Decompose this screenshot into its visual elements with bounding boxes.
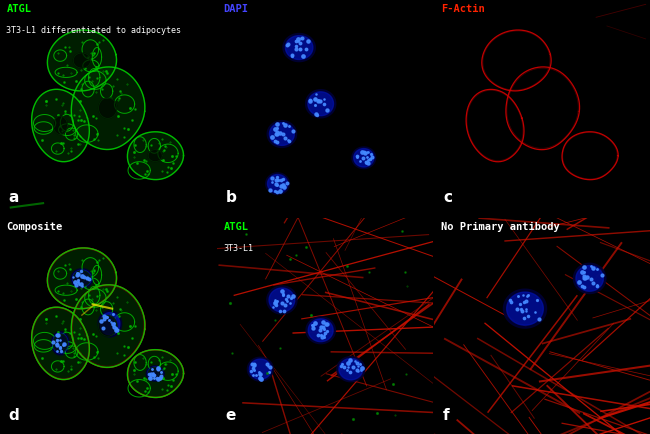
Polygon shape — [573, 263, 606, 293]
Polygon shape — [47, 248, 116, 309]
Polygon shape — [285, 36, 313, 59]
Text: d: d — [8, 408, 20, 423]
Polygon shape — [250, 359, 271, 379]
Text: c: c — [443, 191, 452, 205]
Text: e: e — [226, 408, 236, 423]
Polygon shape — [127, 350, 183, 398]
Text: Composite: Composite — [6, 222, 62, 232]
Text: ATGL: ATGL — [6, 4, 31, 14]
Polygon shape — [267, 121, 296, 148]
Polygon shape — [354, 148, 374, 167]
Text: No Primary antibody: No Primary antibody — [441, 222, 560, 232]
Polygon shape — [308, 319, 333, 342]
Text: F-Actin: F-Actin — [441, 4, 485, 14]
Polygon shape — [507, 292, 543, 325]
Polygon shape — [308, 92, 333, 116]
Polygon shape — [32, 307, 89, 380]
Polygon shape — [146, 366, 164, 381]
Polygon shape — [269, 288, 294, 312]
Polygon shape — [73, 53, 90, 68]
Polygon shape — [337, 357, 365, 381]
Polygon shape — [148, 368, 162, 379]
Polygon shape — [576, 266, 603, 291]
Polygon shape — [148, 150, 162, 161]
Polygon shape — [248, 357, 273, 381]
Polygon shape — [306, 317, 335, 344]
Polygon shape — [268, 174, 288, 193]
Polygon shape — [51, 332, 70, 355]
Polygon shape — [127, 132, 183, 180]
Polygon shape — [99, 98, 117, 118]
Text: b: b — [226, 191, 237, 205]
Polygon shape — [306, 90, 336, 118]
Text: 3T3-L1: 3T3-L1 — [224, 244, 254, 253]
Polygon shape — [98, 311, 122, 337]
Polygon shape — [73, 271, 90, 286]
Text: 3T3-L1 differentiated to adipocytes: 3T3-L1 differentiated to adipocytes — [6, 26, 181, 35]
Text: ATGL: ATGL — [224, 222, 249, 232]
Polygon shape — [72, 67, 145, 149]
Polygon shape — [53, 333, 68, 353]
Polygon shape — [53, 116, 68, 135]
Polygon shape — [71, 269, 93, 288]
Polygon shape — [148, 367, 162, 380]
Polygon shape — [266, 286, 297, 314]
Polygon shape — [73, 270, 91, 286]
Text: a: a — [8, 191, 19, 205]
Text: f: f — [443, 408, 450, 423]
Polygon shape — [339, 358, 363, 380]
Polygon shape — [47, 30, 116, 91]
Polygon shape — [283, 33, 315, 62]
Polygon shape — [53, 334, 68, 352]
Polygon shape — [99, 316, 117, 336]
Text: DAPI: DAPI — [224, 4, 249, 14]
Polygon shape — [352, 147, 376, 168]
Polygon shape — [270, 123, 294, 145]
Polygon shape — [72, 285, 145, 367]
Polygon shape — [100, 312, 120, 335]
Polygon shape — [504, 289, 547, 328]
Polygon shape — [32, 89, 89, 162]
Polygon shape — [266, 173, 289, 194]
